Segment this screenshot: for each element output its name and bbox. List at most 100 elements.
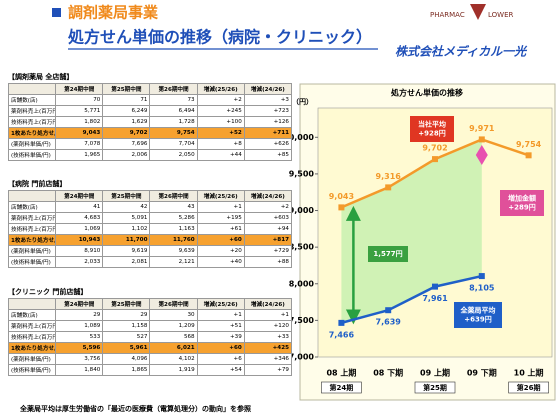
table-cell: 9,619	[102, 245, 151, 257]
annotation-box	[454, 302, 502, 328]
table-cell: +100	[196, 116, 245, 128]
table-cell: 9,702	[102, 127, 151, 139]
table-cell: +51	[196, 320, 245, 332]
table-cell: 1枚あたり処方せん単価	[7, 127, 57, 139]
table-cell: 1,158	[102, 320, 151, 332]
table-cell: (技術料単価/円)	[7, 149, 57, 161]
table-section: 【調剤薬局 全店舗】第24期中間 第25期中間 第26期中間 増減(25/26) 増減(…	[7, 72, 293, 161]
column-header: 増減(24/26)	[243, 298, 293, 310]
table-cell: +44	[196, 149, 245, 161]
table-cell: 1,965	[55, 149, 104, 161]
point	[385, 184, 392, 191]
value-label: 7,466	[329, 330, 355, 339]
value-label: 8,105	[469, 284, 495, 293]
header-row: 第24期中間 第25期中間 第26期中間 増減(25/26) 増減(24/26)	[7, 83, 293, 95]
table-cell: 11,760	[149, 234, 198, 246]
table-cell: +603	[243, 212, 293, 224]
table-cell: +1	[196, 309, 245, 321]
annotation-box	[500, 190, 544, 216]
bullet	[52, 8, 61, 17]
table-cell: 73	[149, 94, 198, 106]
table-cell: 1,089	[55, 320, 104, 332]
table-row: 薬剤料売上(百万円) 4,683 5,091 5,286 +195 +603	[7, 212, 293, 224]
column-header: 第25期中間	[102, 190, 151, 202]
y-tick-label: 9,000	[289, 206, 315, 215]
table-section: 【病院 門前店舗】 第24期中間 第25期中間 第26期中間 増減(25/26) 増減(2…	[7, 179, 293, 268]
table-cell: 29	[102, 309, 151, 321]
table-cell: 技術料売上(百万円)	[7, 331, 57, 343]
chart-title: 処方せん単価の推移	[390, 88, 463, 98]
table-cell: +425	[243, 342, 293, 354]
x-tick-label: 09 上期	[420, 368, 450, 378]
table-cell: 5,771	[55, 105, 104, 117]
value-label: 9,702	[422, 144, 447, 153]
table-row: 店舗数(店) 29 29 30 +1 +1	[7, 309, 293, 321]
table-cell: 71	[102, 94, 151, 106]
table-cell: 1枚あたり処方せん単価	[7, 342, 57, 354]
page-subtitle: 処方せん単価の推移（病院・クリニック）	[68, 28, 372, 47]
table-cell: 6,249	[102, 105, 151, 117]
annotation-text: +289円	[508, 203, 535, 211]
period-box	[414, 381, 456, 394]
table-cell: (技術料単価/円)	[7, 256, 57, 268]
annotation-text: +639円	[464, 315, 491, 323]
column-header: 増減(24/26)	[243, 190, 293, 202]
annotation-text: 1,577円	[373, 250, 402, 258]
table-cell: 店舗数(店)	[7, 94, 57, 106]
table-cell: 店舗数(店)	[7, 309, 57, 321]
table-cell: (技術料単価/円)	[7, 364, 57, 376]
value-label: 9,316	[376, 172, 402, 181]
table-title: 【クリニック 門前店舗】	[8, 288, 88, 296]
table-cell: +52	[196, 127, 245, 139]
table-row: 技術料売上(百万円) 533 527 568 +39 +33	[7, 331, 293, 343]
annotation-text: 全薬局平均	[460, 306, 496, 315]
table-cell: 4,096	[102, 353, 151, 365]
x-tick-label: 08 上期	[326, 368, 356, 378]
y-tick-label: 8,500	[289, 243, 315, 252]
table-cell: +85	[243, 149, 293, 161]
table-row: 技術料売上(百万円) 1,802 1,629 1,728 +100 +126	[7, 116, 293, 128]
table-cell: +346	[243, 353, 293, 365]
table-section: 【クリニック 門前店舗】 第24期中間 第25期中間 第26期中間 増減(25/26) 増…	[7, 287, 293, 376]
column-header	[7, 190, 57, 202]
table-cell: 9,639	[149, 245, 198, 257]
table-cell: 527	[102, 331, 151, 343]
table-cell: 2,033	[55, 256, 104, 268]
annotation-text: +928円	[418, 129, 445, 137]
table-cell: +817	[243, 234, 293, 246]
annotation-box	[410, 116, 454, 142]
y-tick-label: 9,500	[289, 169, 315, 178]
table-cell: (薬剤料単価/円)	[7, 138, 57, 150]
column-header: 増減(25/26)	[196, 190, 245, 202]
table-cell: 4,102	[149, 353, 198, 365]
table-cell: 薬剤料売上(百万円)	[7, 212, 57, 224]
table-title: 【調剤薬局 全店舗】	[8, 73, 74, 81]
table-cell: 29	[55, 309, 104, 321]
table-cell: +8	[196, 138, 245, 150]
table-cell: 9,043	[55, 127, 104, 139]
table-cell: 技術料売上(百万円)	[7, 116, 57, 128]
table-cell: 5,961	[102, 342, 151, 354]
page-title: 調剤薬局事業	[68, 4, 159, 22]
table-cell: +60	[196, 234, 245, 246]
table-cell: (薬剤料単価/円)	[7, 245, 57, 257]
table-cell: +61	[196, 223, 245, 235]
column-header: 第24期中間	[55, 83, 104, 95]
table-cell: 11,700	[102, 234, 151, 246]
value-label: 7,961	[422, 294, 448, 303]
period-label: 第26期	[517, 383, 541, 392]
point	[525, 152, 532, 159]
logo-icon	[470, 4, 486, 20]
data-table: 第24期中間 第25期中間 第26期中間 増減(25/26) 増減(24/26) 店舗数(…	[7, 190, 293, 268]
column-header	[7, 298, 57, 310]
table-cell: 2,121	[149, 256, 198, 268]
table-cell: 43	[149, 201, 198, 213]
y-tick-label: 8,000	[289, 279, 315, 288]
column-header: 第26期中間	[149, 190, 198, 202]
table-cell: +3	[243, 94, 293, 106]
table-cell: +1	[243, 309, 293, 321]
table-cell: 5,596	[55, 342, 104, 354]
table-cell: 9,754	[149, 127, 198, 139]
footer-note: 全薬局平均は厚生労働省の「最近の医療費（電算処理分）の動向」を参照	[19, 404, 251, 413]
